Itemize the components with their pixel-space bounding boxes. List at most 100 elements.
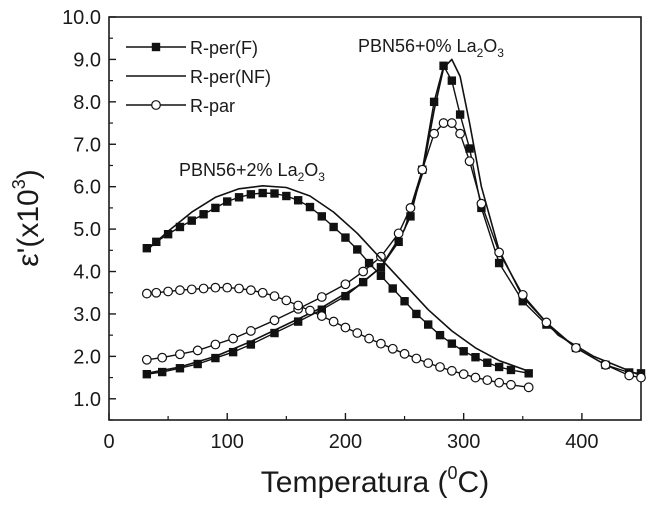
x-tick-label: 100 [211, 431, 244, 453]
data-point [245, 326, 256, 336]
data-point [541, 317, 552, 328]
annotation-text: O [304, 160, 318, 180]
data-point [353, 245, 362, 254]
data-point [141, 354, 152, 365]
data-point [305, 305, 315, 316]
data-point [364, 333, 374, 344]
y-tick-label: 5.0 [73, 219, 101, 241]
data-point [518, 297, 527, 306]
data-point [435, 362, 445, 372]
x-tick-label: 0 [103, 431, 114, 453]
legend-label: R-per(F) [190, 38, 258, 58]
annotation-text: PBN56+0% La [358, 36, 478, 56]
data-point [210, 282, 221, 293]
series-r-par-2 [141, 118, 646, 383]
annotation-subscript: 3 [497, 46, 504, 60]
data-point [446, 365, 457, 376]
data-point [483, 358, 492, 367]
annotation-text: PBN56+2% La [179, 160, 299, 180]
data-point [328, 316, 339, 327]
data-point [399, 348, 410, 359]
y-tick-label: 2.0 [73, 346, 101, 368]
data-point [364, 258, 374, 268]
data-point [376, 338, 386, 349]
x-axis-title-main: Temperatura ( [261, 466, 448, 499]
data-point [447, 76, 457, 85]
data-point [281, 295, 292, 306]
data-point [223, 197, 232, 206]
data-point [341, 291, 350, 301]
data-point [465, 144, 474, 153]
legend-marker [151, 42, 161, 52]
data-point [412, 309, 421, 319]
data-point [482, 375, 493, 386]
y-tick-label: 1.0 [73, 389, 101, 411]
legend: R-per(F) R-per(NF) R-par [126, 38, 271, 116]
x-axis-title-tail: C) [458, 466, 490, 499]
data-point [245, 285, 256, 296]
series-line [146, 286, 529, 388]
data-point [429, 97, 439, 107]
annotation-label: PBN56+0% La2O3 [358, 36, 504, 60]
annotation-subscript: 2 [477, 46, 484, 60]
y-tick-label: 8.0 [73, 92, 101, 114]
series-r-per-nf--4 [146, 185, 529, 372]
x-axis-title-sup: 0 [448, 463, 458, 483]
data-point [340, 322, 351, 333]
y-tick-label: 3.0 [73, 304, 101, 326]
data-point [234, 193, 244, 202]
annotation-subscript: 2 [298, 170, 305, 184]
data-point [506, 379, 516, 390]
data-point [293, 300, 304, 311]
data-point [471, 353, 480, 362]
plot-frame [108, 16, 642, 421]
data-point [269, 315, 280, 326]
data-point [246, 190, 256, 199]
data-point [429, 128, 440, 139]
data-point [228, 333, 239, 344]
data-point [447, 339, 457, 348]
data-point [293, 196, 303, 205]
x-axis-title: Temperatura (0C) [261, 463, 489, 499]
data-point [387, 343, 398, 354]
data-point [455, 128, 466, 139]
data-point [258, 188, 267, 198]
y-axis-title-main: ε'(x10 [12, 189, 45, 266]
x-tick-label: 300 [447, 431, 480, 453]
data-point [341, 233, 350, 242]
data-point [400, 297, 409, 306]
data-point [270, 189, 279, 198]
data-point [157, 352, 168, 363]
data-point [340, 279, 351, 290]
data-point [624, 370, 635, 381]
data-point [517, 289, 528, 300]
y-tick-label: 10.0 [62, 7, 101, 29]
data-point [439, 61, 448, 70]
data-point [187, 216, 196, 225]
data-point [316, 292, 327, 302]
data-point [222, 282, 233, 293]
y-axis-title-sup: 3 [9, 179, 29, 189]
data-point [151, 287, 162, 298]
x-tick-label: 200 [329, 431, 362, 453]
data-point [269, 291, 280, 302]
data-point [470, 372, 481, 383]
data-point [317, 212, 326, 221]
data-point [405, 202, 416, 213]
data-point [458, 369, 469, 380]
data-point [142, 369, 152, 379]
annotation-label: PBN56+2% La2O3 [179, 160, 325, 184]
y-tick-label: 4.0 [73, 262, 101, 284]
data-point [234, 283, 244, 294]
data-point [175, 349, 185, 360]
data-point [192, 345, 203, 356]
data-point [435, 330, 445, 340]
data-point [600, 359, 611, 370]
annotation-subscript: 3 [318, 170, 325, 184]
data-point [316, 311, 327, 321]
legend-label: R-par [190, 96, 235, 116]
data-point [246, 340, 256, 349]
data-point [424, 320, 433, 329]
